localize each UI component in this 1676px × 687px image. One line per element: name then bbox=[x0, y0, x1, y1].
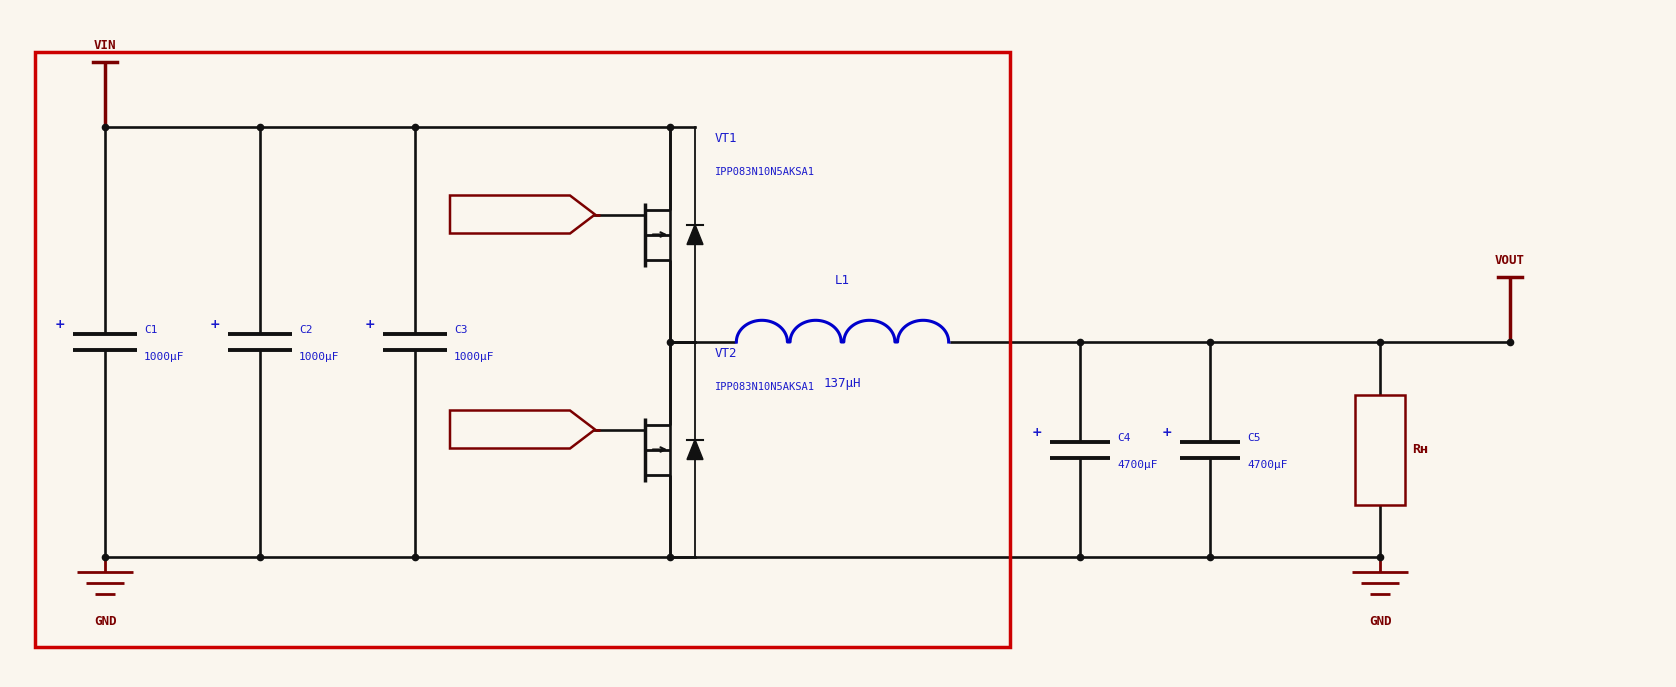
Text: GND: GND bbox=[1369, 615, 1391, 628]
Text: C2: C2 bbox=[298, 325, 312, 335]
Polygon shape bbox=[687, 440, 702, 460]
Text: Rʜ: Rʜ bbox=[1411, 443, 1428, 456]
Text: +: + bbox=[210, 318, 220, 331]
Text: +: + bbox=[1031, 425, 1042, 438]
Text: 1000μF: 1000μF bbox=[298, 352, 340, 362]
Text: PWM1: PWM1 bbox=[494, 208, 525, 221]
Text: C3: C3 bbox=[454, 325, 468, 335]
Text: 1000μF: 1000μF bbox=[144, 352, 184, 362]
Text: IPP083N10N5AKSA1: IPP083N10N5AKSA1 bbox=[716, 167, 815, 177]
Text: IPP083N10N5AKSA1: IPP083N10N5AKSA1 bbox=[716, 382, 815, 392]
Text: +: + bbox=[1161, 425, 1172, 438]
Text: VOUT: VOUT bbox=[1495, 254, 1525, 267]
Text: L1: L1 bbox=[835, 274, 850, 287]
Text: VIN: VIN bbox=[94, 39, 116, 52]
Bar bbox=[1354, 394, 1404, 504]
Polygon shape bbox=[449, 196, 595, 234]
Text: 4700μF: 4700μF bbox=[1247, 460, 1287, 469]
Text: 1000μF: 1000μF bbox=[454, 352, 494, 362]
Polygon shape bbox=[687, 225, 702, 245]
Polygon shape bbox=[449, 411, 595, 449]
Text: GND: GND bbox=[94, 615, 116, 628]
Bar bbox=[35, 52, 1011, 647]
Text: C5: C5 bbox=[1247, 433, 1260, 442]
Text: +: + bbox=[54, 318, 65, 331]
Text: C1: C1 bbox=[144, 325, 158, 335]
Text: +: + bbox=[364, 318, 375, 331]
Text: C4: C4 bbox=[1116, 433, 1131, 442]
Text: 137μH: 137μH bbox=[823, 377, 861, 390]
Text: VT1: VT1 bbox=[716, 132, 737, 145]
Text: VT2: VT2 bbox=[716, 347, 737, 360]
Text: 4700μF: 4700μF bbox=[1116, 460, 1158, 469]
Text: PWM2: PWM2 bbox=[494, 423, 525, 436]
